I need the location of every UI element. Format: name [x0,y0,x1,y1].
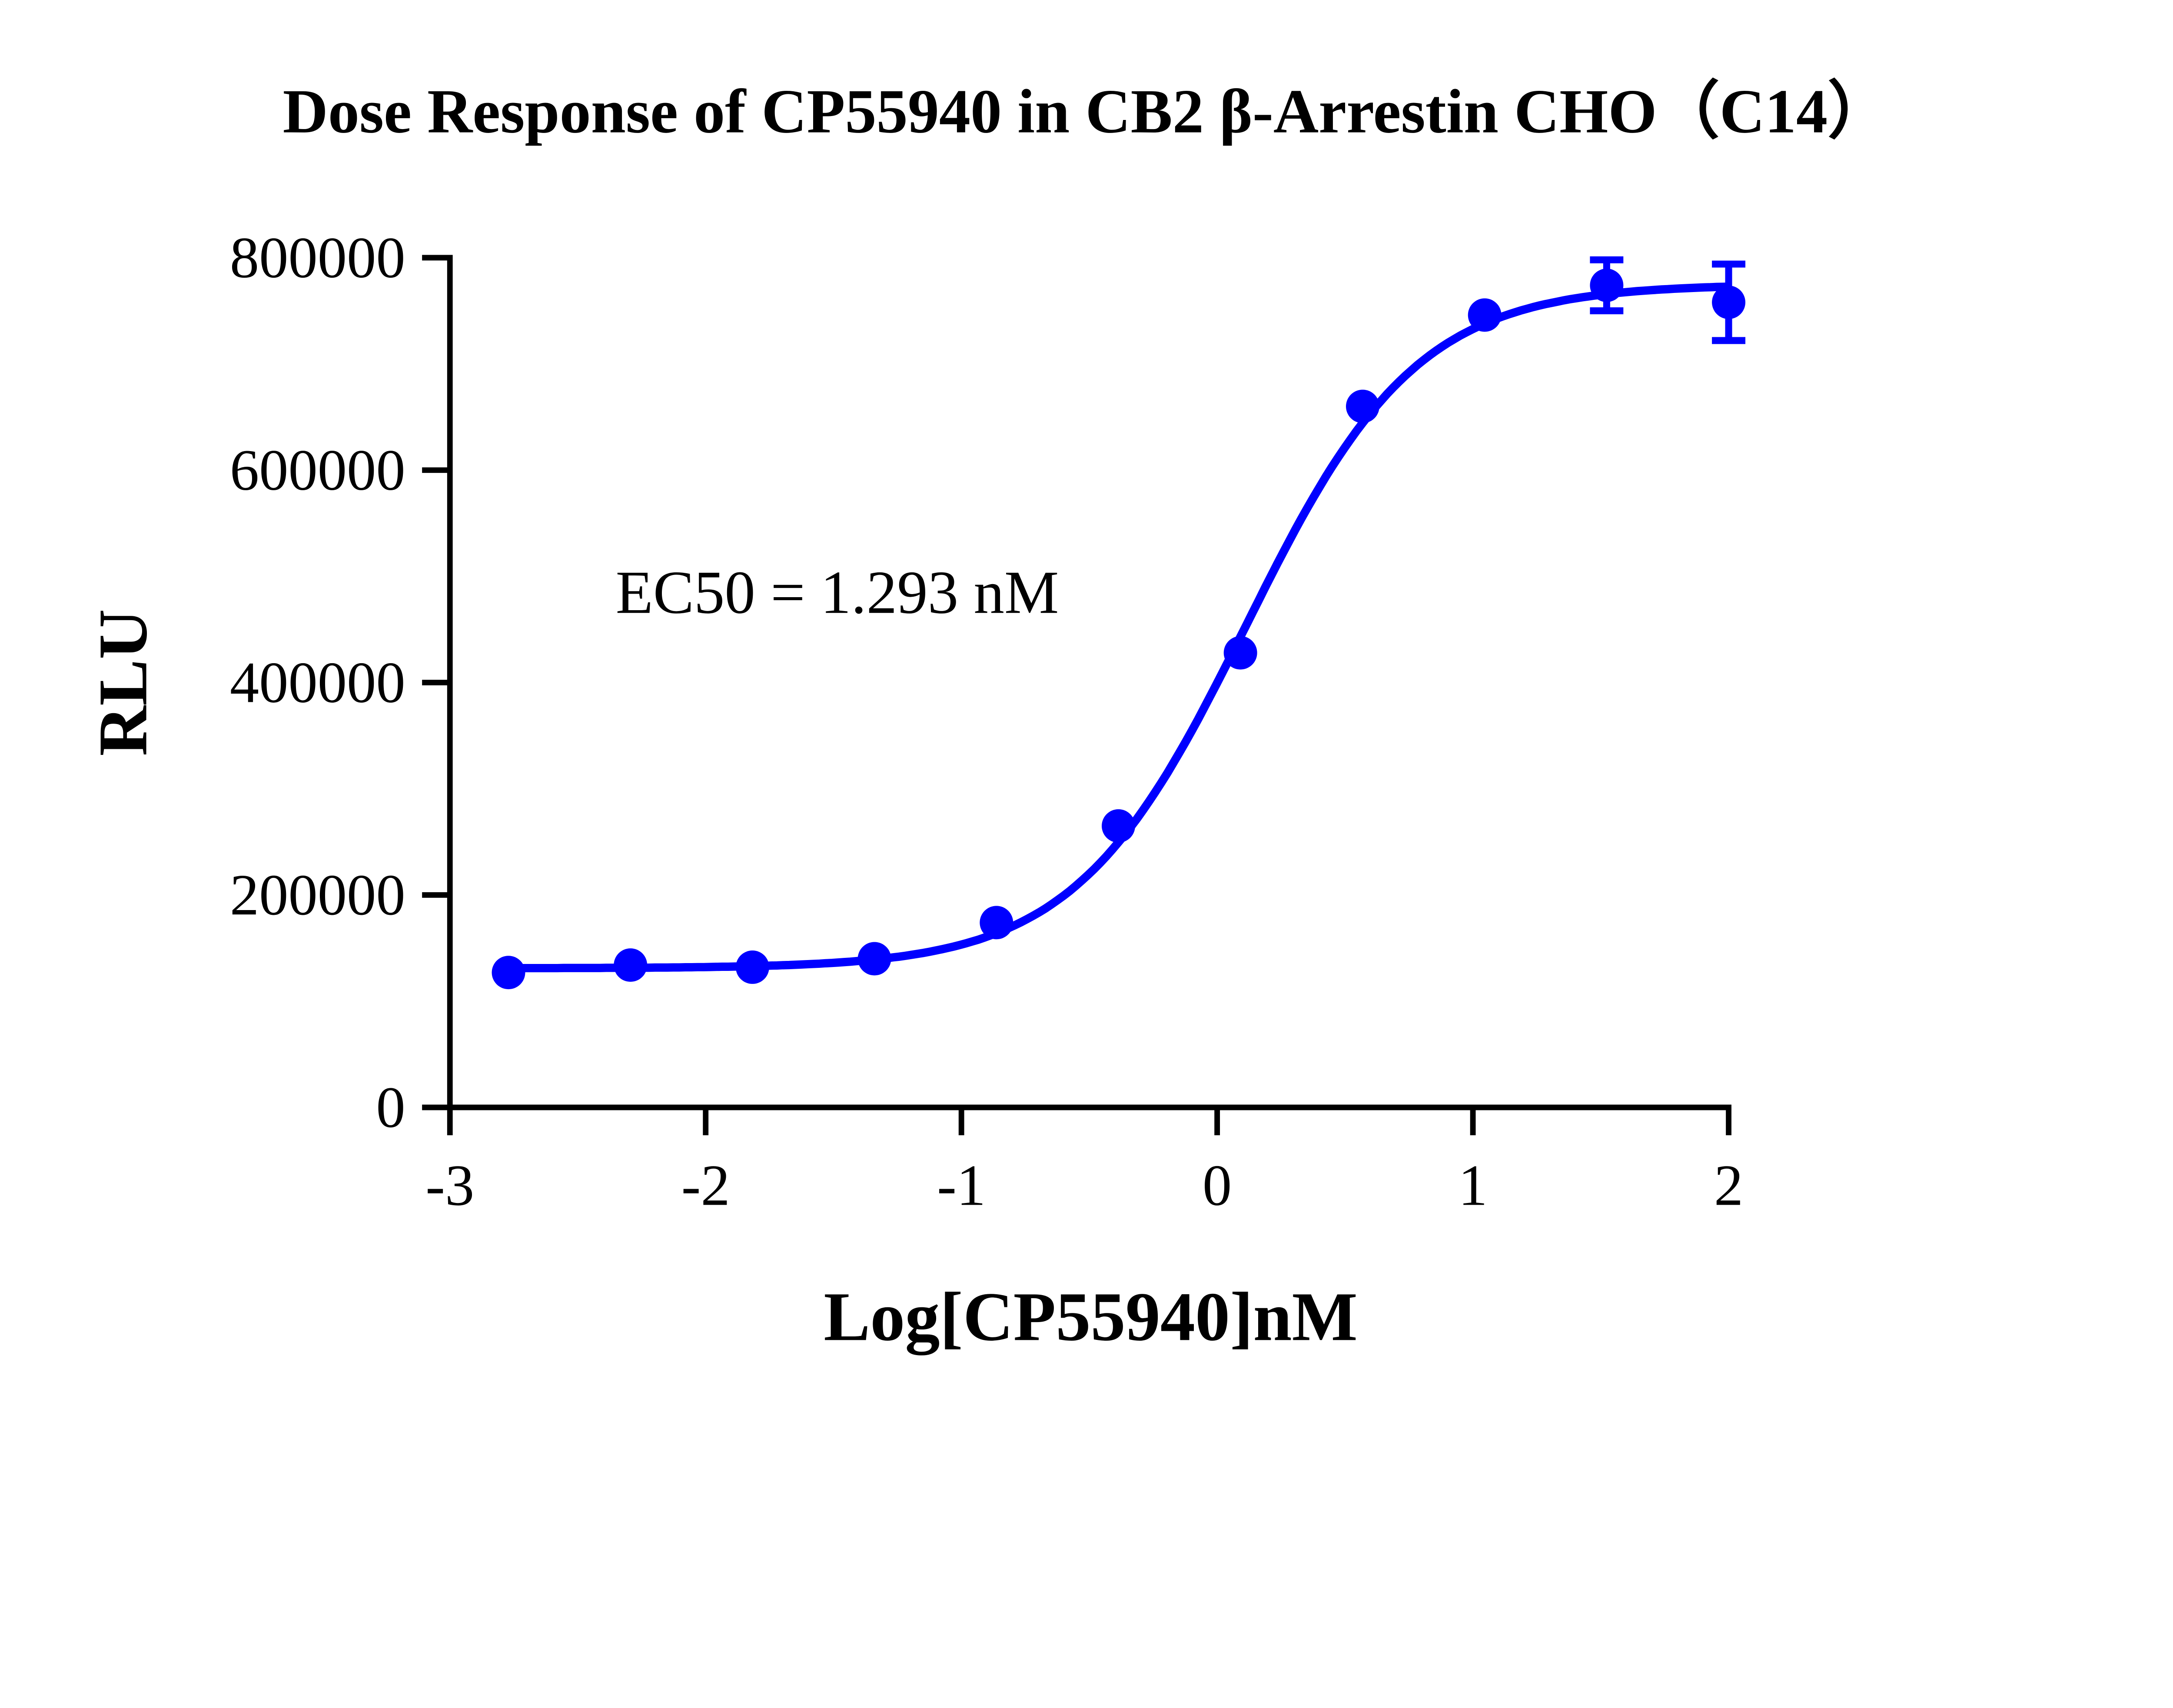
chart-title: Dose Response of CP55940 in CB2 β-Arrest… [283,76,1891,146]
data-point [735,950,769,984]
x-tick-label: -3 [425,1153,474,1218]
data-point [980,906,1013,940]
y-tick-label: 200000 [230,863,405,927]
x-tick-label: 0 [1203,1153,1232,1218]
data-point [1223,636,1257,670]
y-tick-label: 0 [376,1075,405,1140]
x-tick-label: 2 [1714,1153,1743,1218]
y-tick-label: 600000 [230,438,405,503]
axes: -3 -2 -1 0 1 2 0 200000 400000 600000 800000 [230,226,1743,1218]
data-point [1346,389,1379,423]
x-tick-label: -1 [937,1153,986,1218]
data-point [857,942,891,976]
data-point [614,948,648,982]
data-point [1102,809,1135,843]
fit-curve [508,282,1729,973]
dose-response-chart: Dose Response of CP55940 in CB2 β-Arrest… [84,76,1891,1356]
x-tick-label: -2 [681,1153,730,1218]
y-tick-label: 800000 [230,226,405,290]
x-tick-label: 1 [1458,1153,1487,1218]
y-tick-label: 400000 [230,650,405,715]
ec50-annotation: EC50 = 1.293 nM [616,558,1059,626]
data-point [1712,286,1746,319]
data-point [1468,298,1502,332]
data-marks [492,256,1746,990]
data-point [1590,269,1624,302]
x-axis-label: Log[CP55940]nM [824,1278,1357,1356]
data-point [492,956,525,990]
y-axis-label: RLU [84,609,162,756]
